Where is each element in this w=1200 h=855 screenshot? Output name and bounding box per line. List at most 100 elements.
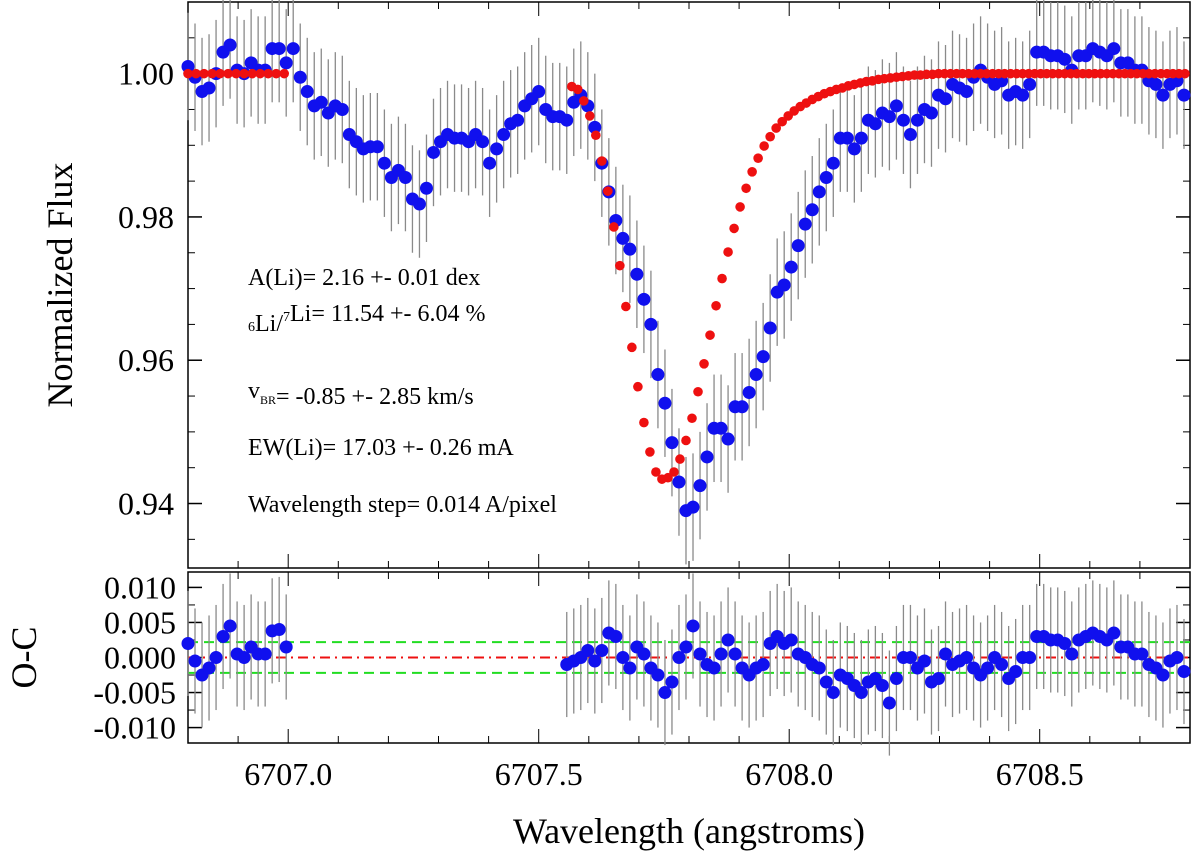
residual-point: [672, 651, 686, 664]
model-point: [207, 68, 217, 79]
observed-point: [1156, 88, 1170, 102]
observed-point: [293, 70, 307, 84]
observed-point: [903, 128, 917, 142]
residual-point: [917, 654, 931, 668]
model-point: [572, 84, 583, 95]
observed-point: [686, 500, 700, 514]
residual-point: [1023, 651, 1037, 664]
residual-point: [889, 672, 903, 686]
residual-point: [1156, 668, 1170, 682]
model-point: [651, 467, 661, 477]
residual-point: [960, 651, 974, 664]
annotation-text: 6: [248, 320, 255, 335]
observed-point: [840, 131, 854, 145]
observed-point: [742, 385, 756, 399]
annotation-line: A(Li)= 2.16 +- 0.01 dex: [248, 265, 480, 291]
residual-point: [202, 661, 216, 675]
observed-point: [588, 120, 602, 134]
model-point: [681, 435, 691, 446]
observed-point: [826, 156, 840, 170]
annotation-text: BR: [260, 393, 276, 407]
model-point: [723, 247, 733, 257]
observed-point: [714, 421, 728, 435]
x-axis-title: Wavelength (angstroms): [513, 811, 865, 851]
observed-point: [314, 95, 328, 109]
observed-point: [1016, 88, 1030, 102]
observed-point: [889, 99, 903, 113]
residual-point: [882, 696, 896, 710]
observed-point: [847, 142, 861, 156]
bottom-ytick-label: 0.010: [104, 569, 176, 605]
model-point: [759, 141, 769, 151]
observed-point: [910, 113, 924, 127]
annotation-line: Wavelength step= 0.014 A/pixel: [248, 492, 557, 518]
observed-point: [419, 181, 433, 195]
residual-point: [981, 661, 995, 675]
residual-point: [826, 686, 840, 700]
residual-point: [609, 629, 623, 643]
model-point: [597, 156, 607, 166]
residual-point: [279, 640, 293, 654]
residual-point: [995, 658, 1009, 672]
model-point: [247, 68, 257, 79]
residual-point: [728, 647, 742, 661]
residual-point: [707, 661, 721, 675]
observed-point: [651, 368, 665, 382]
residual-point: [1107, 626, 1121, 640]
residual-point: [665, 675, 679, 689]
residual-point: [209, 651, 223, 664]
residual-point: [721, 633, 735, 647]
residual-point: [714, 647, 728, 661]
bottom-xtick-label: 6707.5: [495, 756, 583, 792]
observed-point: [623, 242, 637, 256]
residual-point: [686, 619, 700, 633]
residual-point: [188, 654, 202, 668]
model-point: [603, 186, 613, 196]
observed-point: [665, 436, 679, 450]
model-point: [239, 68, 249, 79]
residual-point: [1170, 651, 1184, 664]
residual-point: [237, 651, 251, 664]
residual-point: [658, 686, 672, 700]
observed-point: [693, 479, 707, 493]
observed-point: [279, 56, 293, 70]
observed-point: [763, 321, 777, 335]
observed-point: [756, 350, 770, 364]
residual-point: [1177, 665, 1191, 679]
residual-point: [216, 629, 230, 643]
residual-point: [812, 661, 826, 675]
top-panel: 0.94 0.96 0.98 1.00 Normalized Flux: [40, 0, 1191, 569]
model-point: [639, 417, 649, 428]
model-point: [215, 68, 225, 79]
bottom-ytick-label: 0.005: [104, 604, 176, 640]
top-y-axis-title: Normalized Flux: [40, 163, 80, 408]
residual-point: [854, 686, 868, 700]
residual-point: [1065, 647, 1079, 661]
top-ytick-label: 1.00: [118, 56, 174, 92]
model-point: [199, 68, 209, 79]
annotation-text: Li/: [255, 311, 283, 337]
observed-point: [1058, 52, 1072, 66]
top-ytick-label: 0.94: [118, 486, 174, 522]
model-point: [777, 116, 787, 127]
residual-point: [931, 672, 945, 686]
bottom-ytick-label: -0.005: [93, 675, 176, 711]
model-point: [669, 467, 679, 477]
observed-point: [882, 110, 896, 124]
residual-point: [258, 647, 272, 661]
model-point: [191, 68, 201, 79]
annotation-line: vBR= -0.85 +- 2.85 km/s: [248, 378, 474, 410]
observed-point: [272, 42, 286, 56]
observed-point: [896, 113, 910, 127]
observed-point: [777, 278, 791, 292]
model-point: [735, 202, 745, 212]
observed-point: [749, 368, 763, 382]
residual-point: [616, 651, 630, 664]
observed-point: [1023, 77, 1037, 91]
model-point: [183, 68, 193, 79]
model-point: [729, 223, 739, 234]
observed-point: [644, 317, 658, 331]
observed-point: [637, 292, 651, 306]
residual-point: [1009, 665, 1023, 679]
